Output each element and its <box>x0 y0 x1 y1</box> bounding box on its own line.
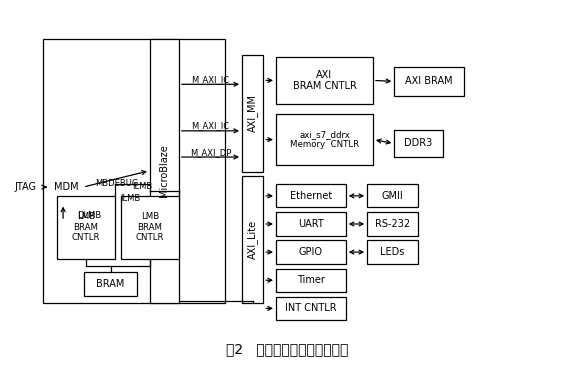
Text: INT CNTLR: INT CNTLR <box>285 303 336 313</box>
Bar <box>50 171 83 204</box>
Text: 图2   系统各功能模块连接框图: 图2 系统各功能模块连接框图 <box>226 342 349 356</box>
Bar <box>121 196 179 259</box>
Text: ILMB: ILMB <box>132 182 153 191</box>
Bar <box>367 184 418 207</box>
Text: AXI
BRAM CNTLR: AXI BRAM CNTLR <box>292 70 356 91</box>
Bar <box>276 57 373 104</box>
Bar <box>276 212 346 236</box>
Text: Ethernet: Ethernet <box>290 191 332 201</box>
Bar <box>43 39 226 303</box>
Bar <box>276 241 346 264</box>
Text: GPIO: GPIO <box>299 247 323 257</box>
Text: LMB
BRAM
CNTLR: LMB BRAM CNTLR <box>136 212 164 242</box>
Text: RS-232: RS-232 <box>375 219 410 229</box>
Text: JTAG: JTAG <box>14 182 37 192</box>
Bar <box>276 114 373 165</box>
Text: AXI BRAM: AXI BRAM <box>405 76 453 86</box>
Text: MDM: MDM <box>54 182 79 192</box>
Bar <box>367 212 418 236</box>
Text: Timer: Timer <box>297 275 325 285</box>
Text: M_AXI_IC: M_AXI_IC <box>191 121 230 131</box>
Text: LEDs: LEDs <box>380 247 404 257</box>
Bar <box>276 184 346 207</box>
Bar <box>394 130 443 157</box>
Bar <box>242 176 263 303</box>
Text: DLMB: DLMB <box>77 211 101 220</box>
Text: GMII: GMII <box>382 191 403 201</box>
Bar <box>367 241 418 264</box>
Text: MicroBlaze: MicroBlaze <box>160 144 169 197</box>
Text: ILMB: ILMB <box>120 194 140 203</box>
Text: AXI_MM: AXI_MM <box>247 94 258 133</box>
Text: axi_s7_ddrx
Memory  CNTLR: axi_s7_ddrx Memory CNTLR <box>290 130 359 149</box>
Bar <box>394 67 464 96</box>
Text: DDR3: DDR3 <box>404 138 433 149</box>
Bar <box>276 297 346 320</box>
Text: LMB
BRAM
CNTLR: LMB BRAM CNTLR <box>71 212 100 242</box>
Text: UART: UART <box>298 219 324 229</box>
Bar <box>57 196 115 259</box>
Bar <box>150 39 179 303</box>
Bar <box>276 269 346 292</box>
Bar <box>242 55 263 172</box>
Text: M_AXI_DP: M_AXI_DP <box>190 148 231 157</box>
Bar <box>84 272 137 296</box>
Text: BRAM: BRAM <box>96 279 125 289</box>
Text: AXI_Lite: AXI_Lite <box>247 220 258 259</box>
Text: MBDEBUG: MBDEBUG <box>95 179 138 188</box>
Text: M_AXI_IC: M_AXI_IC <box>191 75 230 84</box>
